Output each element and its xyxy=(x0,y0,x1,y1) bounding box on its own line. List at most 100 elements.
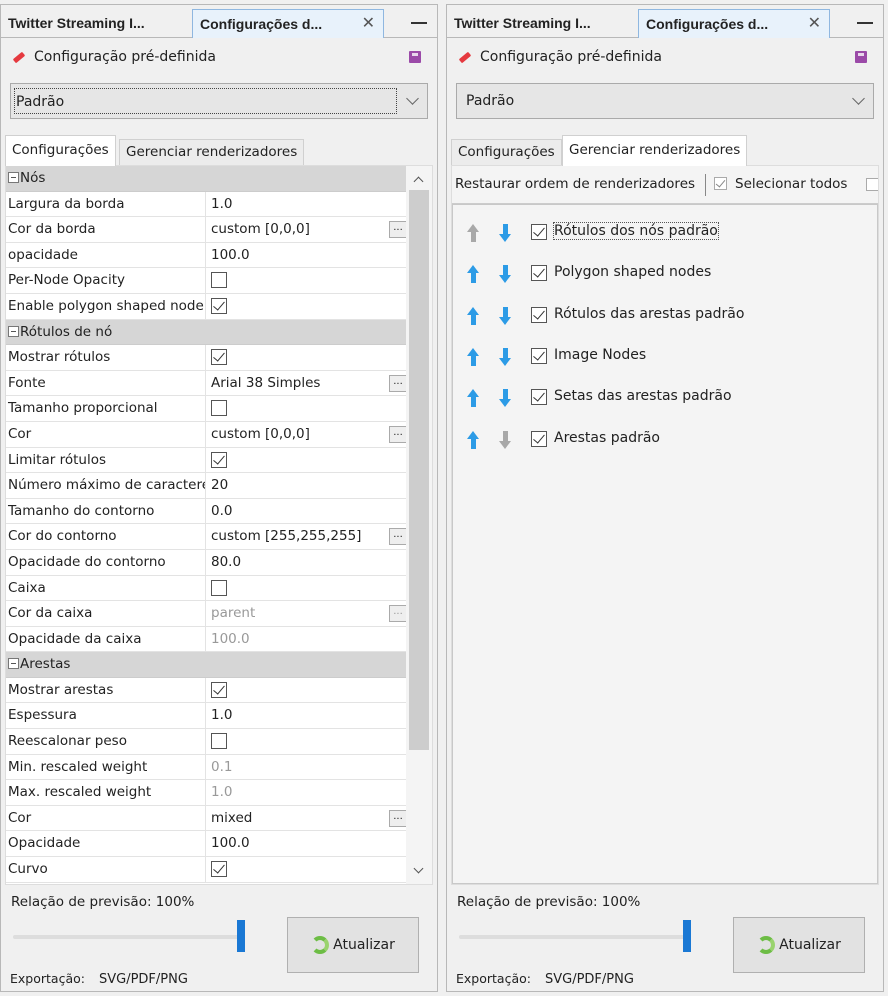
move-down-arrow-icon[interactable] xyxy=(499,224,511,242)
save-icon[interactable] xyxy=(409,51,421,63)
property-value[interactable]: 100.0 xyxy=(211,246,250,263)
slider-thumb[interactable] xyxy=(237,920,245,952)
property-value[interactable]: custom [0,0,0] xyxy=(211,425,310,442)
close-icon[interactable]: ✕ xyxy=(361,15,375,32)
preview-settings-panel-right: Twitter Streaming I... Configurações d..… xyxy=(446,4,884,992)
property-value[interactable]: 80.0 xyxy=(211,553,242,570)
minimize-icon[interactable] xyxy=(411,22,427,24)
export-formats-link[interactable]: SVG/PDF/PNG xyxy=(98,972,188,987)
property-value[interactable]: 1.0 xyxy=(211,195,233,212)
renderer-checkbox[interactable] xyxy=(531,306,547,323)
checkbox-icon[interactable] xyxy=(866,178,878,191)
collapse-icon[interactable] xyxy=(8,325,19,337)
pencil-icon xyxy=(458,51,472,63)
property-value[interactable]: 1.0 xyxy=(211,707,233,724)
vertical-scrollbar[interactable] xyxy=(406,166,432,884)
renderer-checkbox[interactable] xyxy=(531,347,547,364)
move-up-arrow-icon[interactable] xyxy=(467,306,479,325)
property-value[interactable]: 0.1 xyxy=(211,758,233,775)
move-up-arrow-icon[interactable] xyxy=(467,389,479,408)
property-row: Cor custom [0,0,0]... xyxy=(6,421,409,448)
property-row: Caixa xyxy=(6,575,409,602)
doc-tab-twitter-streaming[interactable]: Twitter Streaming I... xyxy=(8,15,145,31)
doc-tab-twitter-streaming[interactable]: Twitter Streaming I... xyxy=(454,15,591,31)
preset-selected-value: Padrão xyxy=(466,93,515,109)
property-section[interactable]: Rótulos de nó xyxy=(6,319,409,346)
edit-button[interactable]: ... xyxy=(389,221,407,239)
property-value[interactable]: 20 xyxy=(211,477,229,494)
property-checkbox[interactable] xyxy=(211,451,227,468)
restore-order-button[interactable]: Restaurar ordem de renderizadores xyxy=(455,176,696,192)
property-value[interactable]: custom [255,255,255] xyxy=(211,528,362,545)
edit-button[interactable]: ... xyxy=(389,605,407,623)
save-icon[interactable] xyxy=(855,51,867,63)
tab-configuracoes[interactable]: Configurações xyxy=(5,135,116,166)
property-value[interactable]: 0.0 xyxy=(211,502,233,519)
property-key: Tamanho do contorno xyxy=(6,498,206,524)
select-all-checkbox[interactable]: Selecionar todos xyxy=(714,176,847,192)
property-checkbox[interactable] xyxy=(211,861,227,878)
move-up-arrow-icon[interactable] xyxy=(467,265,479,284)
property-key: Max. rescaled weight xyxy=(6,780,206,805)
renderer-checkbox[interactable] xyxy=(531,430,547,447)
preview-ratio-slider[interactable] xyxy=(13,935,243,939)
move-down-arrow-icon[interactable] xyxy=(499,265,511,284)
scroll-down-icon[interactable] xyxy=(413,863,424,874)
property-checkbox[interactable] xyxy=(211,297,227,314)
property-section[interactable]: Arestas xyxy=(6,652,409,678)
property-value[interactable]: 100.0 xyxy=(211,630,250,647)
collapse-icon[interactable] xyxy=(8,658,19,670)
renderer-checkbox[interactable] xyxy=(531,265,547,282)
renderer-checkbox[interactable] xyxy=(531,389,547,406)
property-key: Limitar rótulos xyxy=(6,447,206,473)
property-key: Per-Node Opacity xyxy=(6,268,206,293)
property-checkbox[interactable] xyxy=(211,681,227,698)
tab-configuracoes[interactable]: Configurações xyxy=(451,139,562,165)
property-value[interactable]: Arial 38 Simples xyxy=(211,374,321,391)
property-section[interactable]: Nós xyxy=(6,166,409,192)
update-button[interactable]: Atualizar xyxy=(733,917,865,973)
property-row: Opacidade do contorno 80.0 xyxy=(6,549,409,576)
renderer-label: Setas das arestas padrão xyxy=(554,388,732,405)
property-checkbox[interactable] xyxy=(211,579,227,596)
property-row: Tamanho do contorno 0.0 xyxy=(6,498,409,525)
minimize-icon[interactable] xyxy=(857,22,873,24)
document-tab-bar: Twitter Streaming I... Configurações d..… xyxy=(447,9,883,38)
scroll-up-icon[interactable] xyxy=(413,176,424,187)
move-down-arrow-icon[interactable] xyxy=(499,306,511,325)
property-checkbox[interactable] xyxy=(211,272,227,289)
property-row: Cor do contorno custom [255,255,255]... xyxy=(6,524,409,550)
edit-button[interactable]: ... xyxy=(389,528,407,546)
preview-ratio-slider[interactable] xyxy=(459,935,689,939)
move-up-arrow-icon[interactable] xyxy=(467,347,479,366)
renderer-checkbox[interactable] xyxy=(531,224,547,240)
doc-tab-configuracoes[interactable]: Configurações d... ✕ xyxy=(192,9,384,38)
move-up-arrow-icon[interactable] xyxy=(467,430,479,449)
update-label: Atualizar xyxy=(779,937,841,953)
property-value[interactable]: custom [0,0,0] xyxy=(211,221,310,238)
property-value[interactable]: mixed xyxy=(211,809,253,826)
edit-button[interactable]: ... xyxy=(389,374,407,392)
preset-dropdown[interactable]: Padrão xyxy=(456,83,874,119)
edit-button[interactable]: ... xyxy=(389,809,407,827)
doc-tab-configuracoes[interactable]: Configurações d... ✕ xyxy=(638,9,830,38)
collapse-icon[interactable] xyxy=(8,172,19,183)
property-checkbox[interactable] xyxy=(211,349,227,366)
update-button[interactable]: Atualizar xyxy=(287,917,419,973)
slider-thumb[interactable] xyxy=(683,920,691,952)
property-key: Mostrar rótulos xyxy=(6,345,206,370)
preset-dropdown[interactable]: Padrão xyxy=(10,83,428,119)
close-icon[interactable]: ✕ xyxy=(807,15,821,32)
scrollbar-thumb[interactable] xyxy=(409,190,429,750)
export-formats-link[interactable]: SVG/PDF/PNG xyxy=(544,972,634,987)
move-down-arrow-icon[interactable] xyxy=(499,389,511,408)
property-checkbox[interactable] xyxy=(211,733,227,750)
property-value[interactable]: parent xyxy=(211,605,256,622)
property-value[interactable]: 1.0 xyxy=(211,784,233,801)
tab-gerenciar-renderizadores[interactable]: Gerenciar renderizadores xyxy=(562,135,748,166)
property-checkbox[interactable] xyxy=(211,400,227,417)
edit-button[interactable]: ... xyxy=(389,425,407,443)
move-down-arrow-icon[interactable] xyxy=(499,347,511,366)
property-value[interactable]: 100.0 xyxy=(211,835,250,852)
tab-gerenciar-renderizadores[interactable]: Gerenciar renderizadores xyxy=(119,139,305,165)
